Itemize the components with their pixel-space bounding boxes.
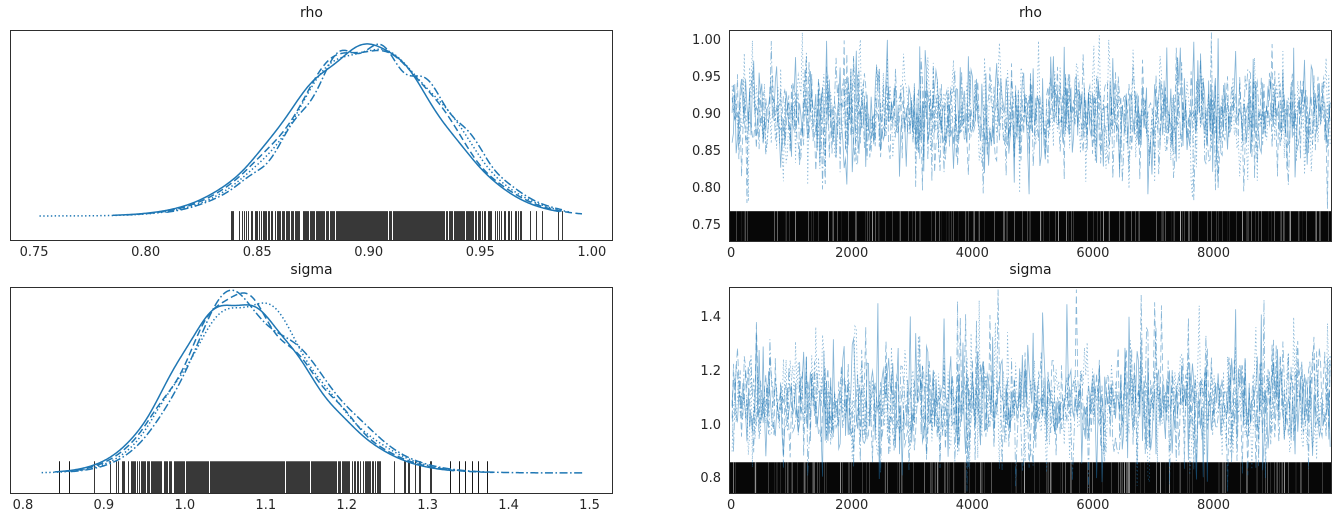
y-tick-label: 0.75 [692, 217, 721, 233]
subplot-title-sigma-density: sigma [290, 262, 333, 278]
x-tick-label: 2000 [835, 498, 869, 513]
subplot-title-sigma-trace: sigma [1009, 262, 1052, 278]
y-tick-label: 1.4 [700, 310, 721, 326]
y-tick-label: 0.85 [692, 143, 721, 159]
x-tick-label: 1.5 [579, 498, 600, 513]
x-tick-label: 4000 [955, 498, 989, 513]
x-tick-label: 0 [726, 498, 736, 513]
x-tick-label: 0.95 [465, 245, 495, 260]
x-tick-label: 0.8 [12, 498, 34, 513]
sigma-density-canvas [11, 288, 612, 493]
subplot-title-rho-trace: rho [1019, 5, 1042, 21]
x-tick-label: 8000 [1196, 246, 1231, 261]
axes-rho-trace [729, 30, 1332, 242]
rho-density-canvas [11, 31, 612, 240]
x-tick-label: 1.00 [577, 245, 607, 260]
sigma-trace-canvas [730, 288, 1331, 493]
x-tick-label: 1.1 [255, 498, 277, 513]
axes-sigma-density [10, 287, 613, 494]
rho-trace-canvas [730, 31, 1331, 241]
x-tick-label: 0 [726, 246, 736, 261]
y-tick-label: 1.00 [692, 33, 721, 49]
axes-rho-density [10, 30, 613, 241]
y-tick-label: 1.0 [700, 417, 721, 433]
x-tick-label: 1.3 [417, 498, 438, 513]
x-tick-label: 1.4 [498, 498, 519, 513]
axes-sigma-trace [729, 287, 1332, 494]
x-tick-label: 0.90 [354, 245, 384, 260]
x-tick-label: 6000 [1076, 498, 1110, 513]
subplot-title-rho-density: rho [300, 5, 323, 21]
y-tick-label: 0.80 [692, 180, 721, 196]
x-tick-label: 0.85 [242, 245, 272, 260]
x-tick-label: 0.80 [131, 245, 161, 260]
x-tick-label: 6000 [1076, 246, 1110, 261]
x-tick-label: 1.2 [336, 498, 358, 513]
x-tick-label: 0.75 [19, 245, 49, 260]
x-tick-label: 0.9 [93, 498, 115, 513]
x-tick-label: 8000 [1196, 498, 1231, 513]
y-tick-label: 0.95 [692, 70, 721, 85]
y-tick-label: 0.8 [700, 471, 721, 487]
y-tick-label: 0.90 [692, 106, 721, 122]
x-tick-label: 1.0 [174, 498, 196, 513]
y-tick-label: 1.2 [700, 363, 721, 379]
x-tick-label: 2000 [835, 246, 869, 261]
x-tick-label: 4000 [955, 246, 989, 261]
